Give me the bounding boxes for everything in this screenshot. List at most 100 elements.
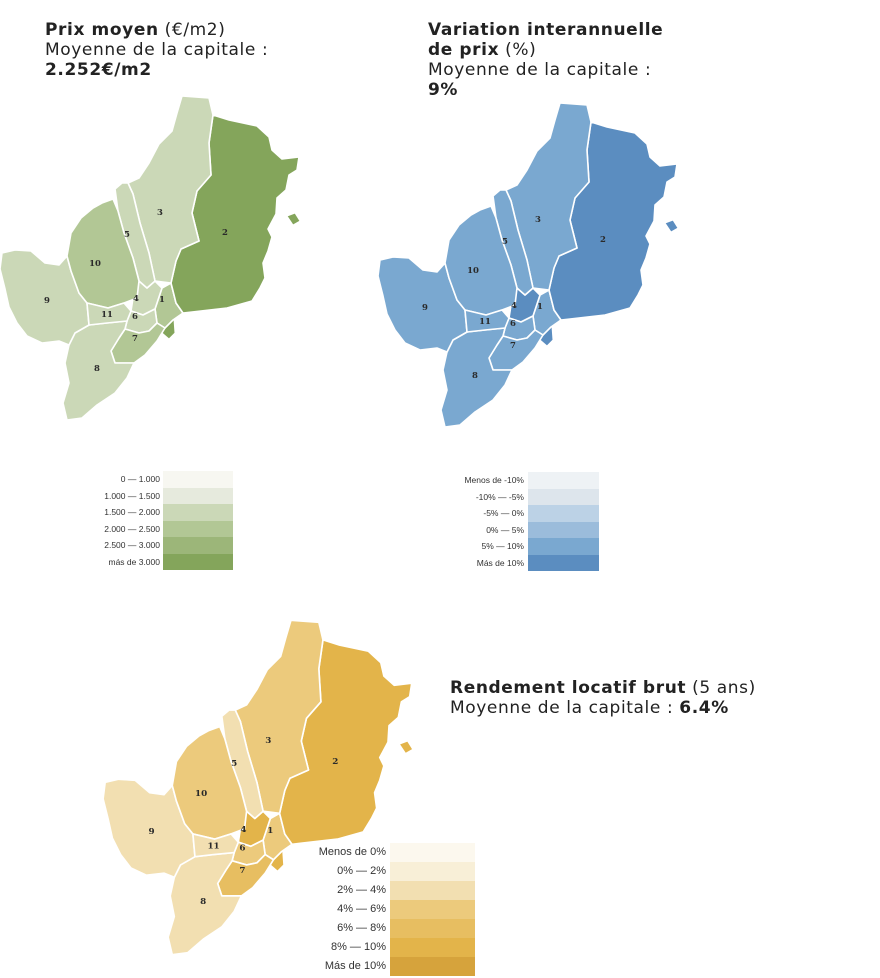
variation-legend-swatch: [528, 538, 599, 555]
variation-district-11[interactable]: [464, 309, 510, 333]
price-district-label-10: 10: [89, 259, 101, 269]
price-legend-row: 1.000 — 1.500: [80, 487, 240, 504]
price-title-bold: Prix moyen: [45, 20, 159, 40]
variation-legend-label: 5% — 10%: [481, 541, 524, 551]
variation-district-8[interactable]: [440, 327, 513, 428]
variation-legend-label: 0% — 5%: [486, 524, 524, 535]
yield-district-label-7: 7: [239, 866, 245, 876]
price-district-9[interactable]: [0, 249, 90, 346]
yield-title-bold: Rendement locatif brut: [450, 678, 687, 698]
yield-legend-row: 2% — 4%: [305, 881, 480, 900]
variation-legend-swatch: [528, 488, 599, 505]
variation-district-label-6: 6: [510, 319, 516, 329]
yield-title: Rendement locatif brut (5 ans) Moyenne d…: [450, 678, 756, 718]
yield-district-11[interactable]: [192, 833, 240, 858]
price-legend-swatch: [163, 504, 233, 521]
variation-district-3[interactable]: [505, 102, 592, 291]
price-legend-label: más de 3.000: [108, 556, 160, 567]
yield-district-label-3: 3: [265, 736, 271, 746]
yield-legend-label: Más de 10%: [324, 960, 386, 972]
variation-legend-swatch: [528, 505, 599, 522]
variation-title-bold-1: Variation interannuelle: [428, 20, 664, 40]
price-legend-swatch: [163, 471, 233, 488]
yield-legend-row: 4% — 6%: [305, 900, 480, 919]
yield-legend-row: 6% — 8%: [305, 919, 480, 938]
price-islet-shape: [286, 212, 301, 226]
variation-legend-swatch: [528, 472, 599, 489]
variation-legend-row: -5% — 0%: [452, 505, 602, 522]
variation-legend-label: Menos de -10%: [464, 475, 524, 485]
yield-legend-label: 4% — 6%: [337, 903, 386, 915]
price-district-label-5: 5: [124, 230, 130, 240]
variation-average-label: Moyenne de la capitale :: [428, 60, 652, 80]
yield-district-label-6: 6: [239, 843, 245, 853]
price-legend-swatch: [163, 520, 233, 537]
yield-legend-row: 0% — 2%: [305, 862, 480, 881]
price-legend-row: 2.500 — 3.000: [80, 537, 240, 554]
variation-district-label-3: 3: [535, 215, 541, 225]
yield-average-label: Moyenne de la capitale :: [450, 698, 674, 718]
variation-legend-row: Menos de -10%: [452, 472, 602, 489]
variation-district-label-5: 5: [502, 237, 508, 247]
variation-district-label-10: 10: [467, 266, 479, 276]
variation-map-svg: 1 2 3 4 5 6 7 8 9 10 11: [377, 102, 679, 428]
variation-legend-row: -10% — -5%: [452, 488, 602, 505]
yield-district-label-11: 11: [207, 841, 219, 851]
variation-legend-label: -10% — -5%: [475, 491, 524, 502]
price-legend-label: 2.500 — 3.000: [104, 540, 160, 550]
yield-legend-row: 8% — 10%: [305, 938, 480, 957]
price-legend-row: 0 — 1.000: [80, 471, 240, 488]
yield-legend-label: 8% — 10%: [330, 941, 386, 953]
price-district-label-8: 8: [94, 364, 100, 374]
yield-legend-swatch: [390, 900, 475, 919]
variation-legend-swatch: [528, 521, 599, 538]
yield-district-label-1: 1: [267, 826, 273, 836]
price-legend-row: más de 3.000: [80, 553, 240, 570]
yield-legend: Menos de 0% 0% — 2% 2% — 4% 4% — 6% 6% — 8% 8…: [305, 843, 480, 976]
yield-legend-swatch: [390, 957, 475, 976]
variation-title: Variation interannuelle de prix (%) Moye…: [428, 20, 663, 100]
yield-district-3[interactable]: [234, 619, 324, 815]
yield-legend-row: Menos de 0%: [305, 843, 480, 862]
yield-legend-label: Menos de 0%: [318, 846, 386, 858]
yield-legend-swatch: [390, 843, 475, 862]
price-district-label-6: 6: [132, 312, 138, 322]
yield-district-label-10: 10: [195, 789, 207, 799]
variation-district-label-11: 11: [479, 317, 491, 327]
price-district-label-3: 3: [157, 208, 163, 218]
yield-district-9[interactable]: [102, 778, 196, 879]
price-district-3[interactable]: [127, 95, 214, 284]
yield-legend-swatch: [390, 919, 475, 938]
price-title: Prix moyen (€/m2) Moyenne de la capitale…: [45, 20, 268, 80]
variation-average-value: 9%: [428, 80, 459, 100]
price-average-label: Moyenne de la capitale :: [45, 40, 269, 60]
variation-title-bold-2: de prix: [428, 40, 500, 60]
variation-title-unit: (%): [499, 40, 537, 60]
price-district-label-7: 7: [132, 334, 138, 344]
price-legend-swatch: [163, 487, 233, 504]
variation-district-9[interactable]: [377, 256, 468, 353]
price-title-unit: (€/m2): [158, 20, 226, 40]
price-average-value: 2.252€/m2: [45, 60, 152, 80]
variation-district-label-7: 7: [510, 341, 516, 351]
yield-legend-row: Más de 10%: [305, 957, 480, 976]
variation-district-label-4: 4: [511, 301, 517, 311]
variation-legend-swatch: [528, 554, 599, 571]
yield-district-label-5: 5: [231, 759, 237, 769]
yield-map-svg: 1 2 3 4 5 6 7 8 9 10 11: [102, 619, 414, 956]
price-legend: 0 — 1.000 1.000 — 1.500 1.500 — 2.000 2.000…: [80, 471, 240, 570]
variation-legend: Menos de -10% -10% — -5% -5% — 0% 0% — 5% 5%…: [452, 472, 602, 571]
variation-district-label-2: 2: [600, 235, 606, 245]
yield-legend-label: 6% — 8%: [337, 922, 386, 934]
price-district-11[interactable]: [86, 302, 132, 326]
variation-legend-row: 5% — 10%: [452, 538, 602, 555]
yield-district-8[interactable]: [167, 851, 243, 956]
price-district-label-1: 1: [159, 295, 165, 305]
yield-district-label-8: 8: [200, 897, 206, 907]
price-legend-label: 2.000 — 2.500: [104, 523, 160, 534]
price-district-8[interactable]: [62, 320, 135, 421]
yield-district-label-2: 2: [332, 757, 338, 767]
yield-legend-swatch: [390, 862, 475, 881]
price-legend-swatch: [163, 537, 233, 554]
variation-legend-label: -5% — 0%: [483, 508, 524, 518]
